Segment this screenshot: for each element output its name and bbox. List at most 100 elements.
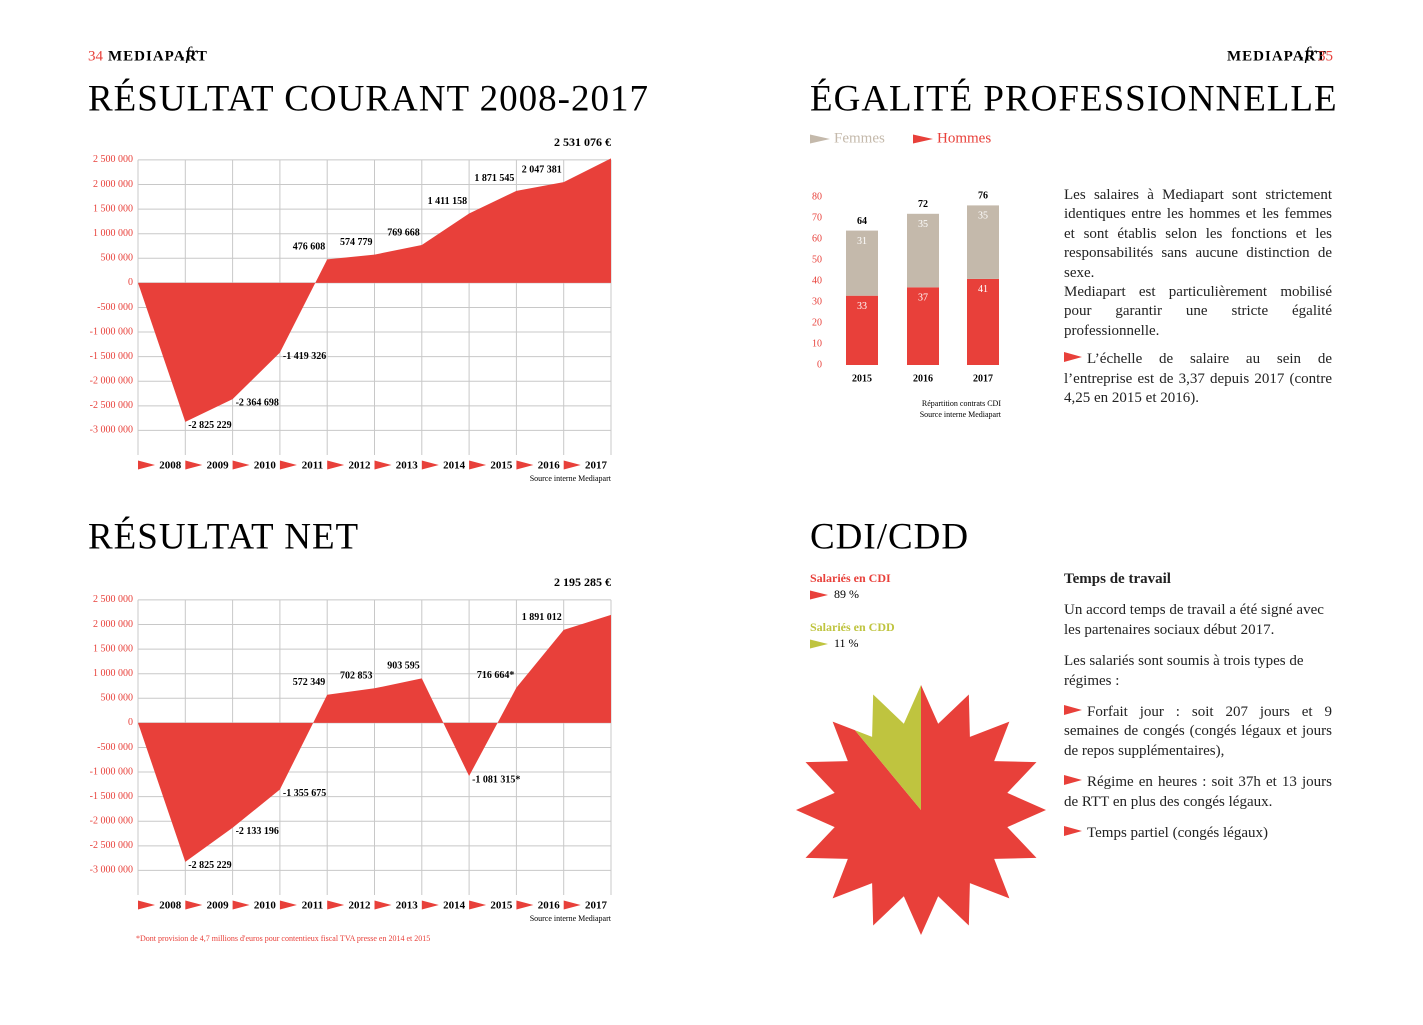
x-tick-label: 2011 <box>302 460 323 472</box>
source: Source interne Mediapart <box>530 914 612 923</box>
y-tick-label: -1 000 000 <box>90 326 133 337</box>
paragraph: Un accord temps de travail a été signé a… <box>1064 602 1324 638</box>
value-label: 1 891 012 <box>522 612 562 623</box>
note: Source interne Mediapart <box>920 410 1002 419</box>
paragraph: Les salaires à Mediapart sont strictemen… <box>1064 187 1332 281</box>
x-tick-label: 2017 <box>585 460 608 472</box>
legend-label: Salariés en CDI <box>810 571 891 585</box>
value-label: 31 <box>857 236 867 247</box>
section-title: RÉSULTAT COURANT 2008-2017 <box>88 77 649 119</box>
y-tick-label: 1 500 000 <box>93 643 133 654</box>
arrow <box>913 134 933 144</box>
y-tick-label: -3 000 000 <box>90 865 133 876</box>
brand: Mediapart <box>1227 48 1327 64</box>
arrow <box>421 900 439 910</box>
y-tick-label: -500 000 <box>97 302 133 313</box>
y-tick-label: 2 000 000 <box>93 179 133 190</box>
y-tick-label: 40 <box>812 275 822 286</box>
brand-suffix: .fr <box>1300 43 1318 63</box>
y-tick-label: 2 500 000 <box>93 594 133 605</box>
x-tick-label: 2017 <box>585 900 608 912</box>
arrow <box>232 900 250 910</box>
x-tick-label: 2012 <box>349 900 372 912</box>
area <box>138 614 611 862</box>
x-tick-label: 2012 <box>349 460 372 472</box>
x-tick-label: 2009 <box>207 900 230 912</box>
y-tick-label: -3 000 000 <box>90 425 133 436</box>
arrow <box>232 460 250 470</box>
arrow <box>563 460 581 470</box>
x-tick-label: 2010 <box>254 460 277 472</box>
page-number: 35 <box>1318 48 1333 64</box>
total-label: 64 <box>857 216 867 227</box>
bar-segment <box>907 287 939 365</box>
x-tick-label: 2016 <box>913 373 933 384</box>
arrow <box>185 900 203 910</box>
y-tick-label: 0 <box>128 277 133 288</box>
arrow <box>469 900 487 910</box>
arrow <box>374 460 392 470</box>
y-tick-label: 1 500 000 <box>93 203 133 214</box>
arrow <box>810 639 828 649</box>
legend-label: Hommes <box>937 130 991 146</box>
bar-segment <box>967 205 999 279</box>
x-tick-label: 2008 <box>159 900 182 912</box>
arrow <box>469 460 487 470</box>
value-label: 35 <box>978 211 988 222</box>
y-tick-label: 30 <box>812 296 822 307</box>
x-tick-label: 2015 <box>490 900 513 912</box>
y-tick-label: -1 000 000 <box>90 766 133 777</box>
y-tick-label: 500 000 <box>101 693 134 704</box>
legend-label: Salariés en CDD <box>810 620 895 634</box>
bullet: Temps partiel (congés légaux) <box>1064 824 1332 843</box>
y-tick-label: -1 500 000 <box>90 791 133 802</box>
y-tick-label: -2 000 000 <box>90 816 133 827</box>
value-label: 35 <box>918 219 928 230</box>
value-label: 903 595 <box>387 661 420 672</box>
arrow <box>327 900 345 910</box>
y-tick-label: -500 000 <box>97 742 133 753</box>
y-tick-label: 0 <box>128 717 133 728</box>
arrow <box>279 460 297 470</box>
value-label: 476 608 <box>293 242 326 253</box>
bullet-text: Forfait jour : soit 207 jours et 9 semai… <box>1064 704 1332 759</box>
brand: Mediapart <box>108 48 208 64</box>
heading: Temps de travail <box>1064 571 1171 587</box>
section-title: CDI/CDD <box>810 516 969 557</box>
value-label: 1 871 545 <box>474 173 514 184</box>
bar-segment <box>846 230 878 296</box>
value-label: -1 081 315* <box>472 774 520 785</box>
arrow <box>374 900 392 910</box>
x-tick-label: 2008 <box>159 460 182 472</box>
value-label: 769 668 <box>387 227 420 238</box>
arrow <box>1064 352 1082 363</box>
bullet: Régime en heures : soit 37h et 13 jours … <box>1064 773 1332 812</box>
egalite-text: Les salaires à Mediapart sont strictemen… <box>1064 186 1332 408</box>
y-tick-label: 70 <box>812 212 822 223</box>
value-label: 37 <box>918 293 928 304</box>
value-label: -2 133 196 <box>236 826 279 837</box>
arrow <box>810 134 830 144</box>
value-label: 716 664* <box>477 670 515 681</box>
arrow <box>1064 705 1082 716</box>
x-tick-label: 2016 <box>538 900 561 912</box>
value-label: -2 825 229 <box>188 860 231 871</box>
value-label: 33 <box>857 301 867 312</box>
value-label: 1 411 158 <box>428 196 467 207</box>
value-label: 2 531 076 € <box>554 135 611 149</box>
y-tick-label: 60 <box>812 233 822 244</box>
value-label: -1 419 326 <box>283 351 326 362</box>
value-label: -2 825 229 <box>188 420 231 431</box>
y-tick-label: -2 000 000 <box>90 376 133 387</box>
bullet: L’échelle de salaire au sein de l’entrep… <box>1064 350 1332 408</box>
source: Source interne Mediapart <box>530 474 612 483</box>
value-label: 11 % <box>834 636 859 650</box>
y-tick-label: -2 500 000 <box>90 840 133 851</box>
paragraph: Les salariés sont soumis à trois types d… <box>1064 653 1304 689</box>
y-tick-label: 0 <box>817 359 822 370</box>
y-tick-label: 10 <box>812 338 822 349</box>
y-tick-label: 80 <box>812 191 822 202</box>
brand-suffix: .fr <box>181 43 199 63</box>
